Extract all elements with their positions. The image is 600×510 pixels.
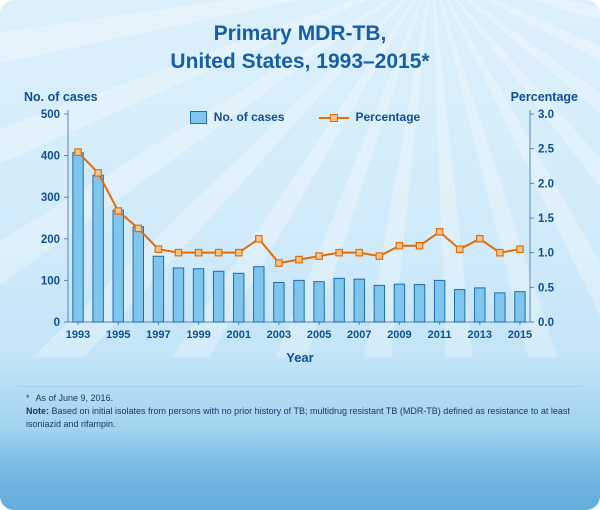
x-tick-label: 2011 [428, 329, 452, 340]
chart-area: 0 100 200 300 400 500 0.0 0.5 1.0 1.5 2.0 2.5 3.0 199… [10, 100, 590, 341]
legend-percentage-label: Percentage [355, 110, 421, 124]
right-tick-label: 1.5 [538, 213, 555, 225]
x-tick-label: 2013 [468, 329, 492, 340]
percentage-marker [295, 255, 303, 264]
percentage-marker [415, 241, 424, 250]
right-tick-label: 1.0 [538, 248, 554, 260]
bar [413, 284, 426, 323]
percentage-marker [255, 235, 263, 243]
percentage-marker [475, 235, 484, 243]
bar [273, 281, 285, 323]
percentage-marker [335, 248, 343, 257]
bar [353, 278, 365, 323]
x-tick-label: 2015 [508, 329, 532, 340]
left-tick-label: 200 [41, 234, 60, 246]
right-tick-label: 0.5 [538, 282, 555, 294]
x-tick-label: 2003 [267, 329, 291, 340]
footnotes: * As of June 9, 2016. Note: Based on init… [26, 392, 574, 431]
chart-title-line1: Primary MDR-TB, [213, 22, 387, 45]
right-tick-label: 2.0 [538, 178, 554, 190]
left-axis-title: No. of cases [24, 90, 98, 104]
x-tick-label: 1999 [186, 329, 210, 340]
footnote-note-label: Note: [26, 406, 49, 417]
percentage-marker [214, 248, 223, 257]
chart-title-line2: United States, 1993–2015* [170, 50, 430, 74]
bar [172, 267, 185, 323]
percentage-marker [194, 248, 203, 257]
x-tick-label: 1995 [106, 329, 130, 340]
percentage-marker [74, 148, 82, 156]
bar [433, 279, 446, 323]
bar [92, 174, 104, 323]
legend-cases-label: No. of cases [213, 110, 285, 124]
percentage-line [77, 151, 521, 265]
left-tick-label: 500 [41, 109, 60, 121]
bar [72, 152, 84, 323]
percentage-marker [174, 248, 183, 257]
bar [233, 272, 245, 323]
bar [132, 226, 145, 323]
right-tick-label: 3.0 [538, 109, 554, 121]
footnote-asof-text: As of June 9, 2016. [35, 393, 114, 403]
bar [393, 283, 406, 323]
percentage-marker [134, 224, 143, 233]
bar [152, 255, 165, 323]
bar [192, 268, 205, 323]
percentage-marker [315, 252, 323, 260]
percentage-marker [395, 241, 404, 250]
percentage-marker [114, 207, 123, 215]
bar [253, 266, 265, 323]
x-tick-label: 2007 [347, 329, 371, 340]
percentage-marker [516, 245, 524, 254]
line-swatch-icon [318, 113, 349, 122]
bar-swatch-icon [189, 110, 207, 124]
bar [333, 277, 345, 323]
percentage-marker [94, 169, 102, 177]
percentage-marker [234, 248, 243, 257]
bar [514, 291, 526, 323]
footnote-divider [18, 386, 582, 387]
bar [373, 284, 386, 323]
footnote-star: * [26, 393, 30, 403]
percentage-marker [355, 248, 364, 257]
legend-item-percentage: Percentage [318, 110, 421, 124]
x-tick-label: 1997 [146, 329, 170, 340]
right-axis-title: Percentage [510, 90, 578, 104]
left-tick-label: 0 [54, 317, 60, 329]
left-tick-label: 100 [41, 275, 60, 287]
bar [494, 292, 506, 323]
percentage-marker [435, 228, 444, 236]
right-tick-label: 0.0 [538, 317, 554, 329]
percentage-marker [375, 252, 384, 260]
bar [313, 281, 325, 323]
chart-legend: No. of cases Percentage [70, 110, 540, 124]
x-tick-label: 2001 [226, 329, 250, 340]
bar [474, 287, 486, 323]
bar [293, 279, 305, 323]
x-tick-label: 1993 [66, 329, 90, 340]
percentage-marker [496, 248, 504, 257]
footnote-note-text: Based on initial isolates from persons w… [26, 406, 570, 430]
bar [112, 209, 124, 323]
percentage-marker [275, 259, 283, 267]
legend-item-cases: No. of cases [189, 110, 285, 124]
left-tick-label: 300 [41, 192, 60, 204]
percentage-marker [455, 245, 464, 254]
right-tick-label: 2.5 [538, 144, 555, 156]
bar [212, 270, 225, 323]
x-tick-label: 2005 [307, 329, 331, 340]
bottom-gradient-band [0, 430, 600, 510]
x-axis-title: Year [286, 350, 314, 365]
left-tick-label: 400 [41, 151, 60, 163]
bar [453, 289, 466, 323]
footnote-note: Note: Based on initial isolates from per… [26, 405, 574, 431]
percentage-marker [154, 245, 163, 254]
x-tick-label: 2009 [387, 329, 411, 340]
footnote-asof: * As of June 9, 2016. [26, 392, 574, 405]
chart-canvas: 0 100 200 300 400 500 0.0 0.5 1.0 1.5 2.0 2.5 3.0 199… [41, 109, 555, 341]
chart-title: Primary MDR-TB, United States, 1993–2015… [0, 20, 600, 77]
